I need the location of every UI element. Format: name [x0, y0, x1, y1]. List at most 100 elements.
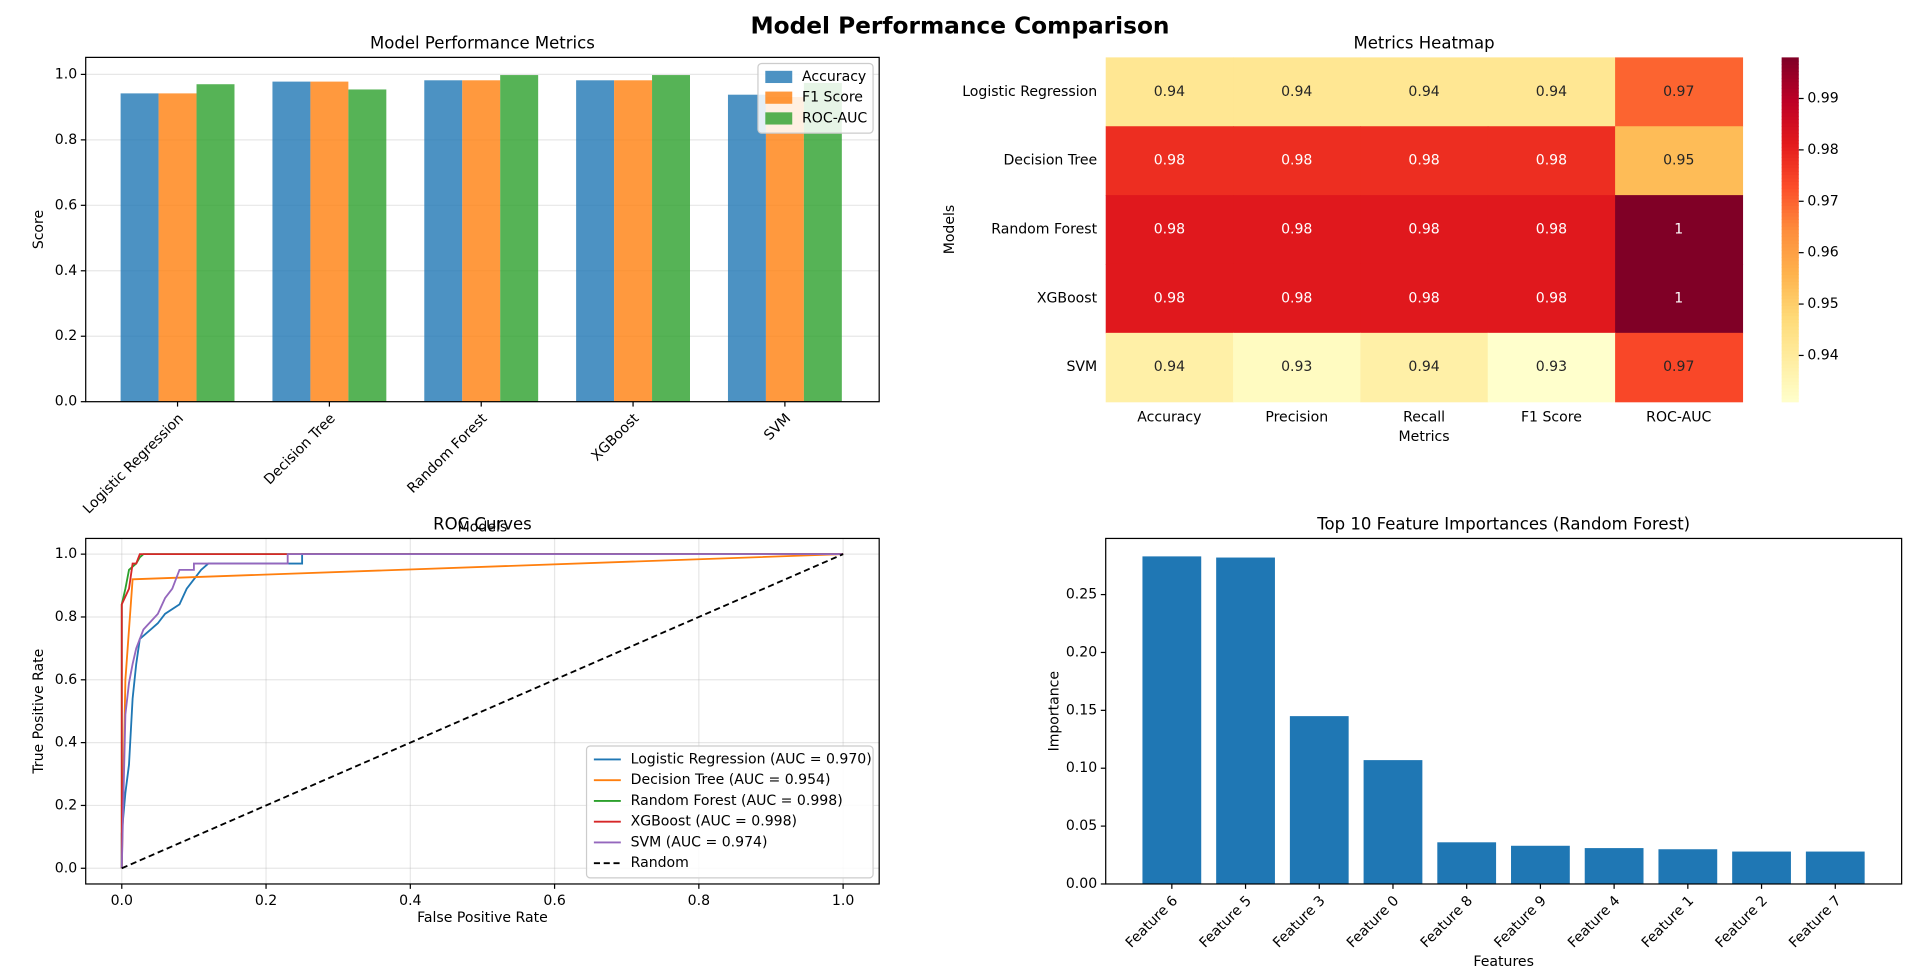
colorbar-segment [1781, 350, 1799, 355]
y-tick-label: 0.4 [55, 735, 77, 751]
heatmap-cell [1105, 57, 1234, 127]
colorbar-segment [1781, 260, 1799, 265]
bar [500, 75, 539, 402]
bar [196, 84, 235, 402]
x-tick-label: Feature 2 [1712, 893, 1770, 951]
colorbar-segment [1781, 356, 1799, 361]
colorbar-segment [1781, 298, 1799, 303]
legend-label: Logistic Regression (AUC = 0.970) [631, 751, 872, 767]
bar [462, 80, 501, 402]
colorbar-segment [1781, 98, 1799, 103]
legend-swatch [765, 91, 793, 104]
heatmap-cell [1487, 263, 1616, 334]
colorbar-segment [1781, 208, 1799, 213]
colorbar-segment [1781, 181, 1799, 186]
bar [652, 75, 690, 402]
heatmap-cell [1360, 263, 1489, 334]
cell-label: 0.94 [1154, 359, 1185, 375]
y-tick-label: Decision Tree [1003, 153, 1097, 169]
heatmap-cell [1105, 126, 1234, 196]
bar [1142, 556, 1202, 884]
y-axis-label: Score [31, 210, 47, 249]
colorbar-segment [1781, 95, 1799, 100]
colorbar-segment [1781, 322, 1799, 327]
cell-label: 0.93 [1536, 359, 1567, 375]
cell-label: 0.98 [1408, 153, 1439, 169]
colorbar-segment [1781, 119, 1799, 124]
colorbar-segment [1781, 229, 1799, 234]
colorbar-segment [1781, 360, 1799, 365]
y-tick-label: 0.2 [55, 797, 77, 813]
colorbar-segment [1781, 398, 1799, 403]
y-tick-label: 0.8 [55, 132, 77, 148]
x-tick-label: Feature 9 [1491, 893, 1549, 951]
colorbar-segment [1781, 91, 1799, 96]
heatmap-cell [1360, 57, 1489, 127]
colorbar-segment [1781, 115, 1799, 120]
cell-label: 0.98 [1536, 290, 1567, 306]
colorbar-segment [1781, 226, 1799, 231]
colorbar-segment [1781, 353, 1799, 358]
colorbar-segment [1781, 122, 1799, 127]
colorbar-segment [1781, 102, 1799, 107]
colorbar-segment [1781, 257, 1799, 262]
colorbar-segment [1781, 284, 1799, 289]
heatmap-cell [1360, 332, 1489, 403]
y-tick-label: 0.4 [55, 263, 77, 279]
colorbar-segment [1781, 136, 1799, 141]
cell-label: 0.97 [1663, 359, 1694, 375]
y-tick-label: 1.0 [55, 546, 77, 562]
x-axis-label: Metrics [1399, 429, 1450, 445]
colorbar-segment [1781, 236, 1799, 241]
y-tick-label: 0.8 [55, 609, 77, 625]
x-tick-label: 0.2 [255, 893, 277, 909]
x-axis-label: Features [1473, 954, 1533, 967]
cell-label: 0.94 [1408, 84, 1439, 100]
y-axis-label: True Positive Rate [31, 649, 47, 775]
colorbar-segment [1781, 308, 1799, 313]
y-tick-label: 0.10 [1066, 760, 1097, 776]
colorbar-segment [1781, 174, 1799, 179]
cell-label: 0.98 [1154, 222, 1185, 238]
heatmap-cell [1233, 195, 1362, 265]
y-tick-label: 1.0 [55, 66, 77, 82]
bar [576, 80, 615, 402]
legend-label: Random Forest (AUC = 0.998) [631, 793, 843, 809]
colorbar-segment [1781, 246, 1799, 251]
bar [1289, 716, 1349, 884]
legend-label: Accuracy [802, 69, 866, 85]
colorbar-segment [1781, 250, 1799, 255]
colorbar-segment [1781, 267, 1799, 272]
colorbar-tick-label: 0.97 [1807, 193, 1838, 209]
colorbar-segment [1781, 67, 1799, 72]
y-tick-label: 0.6 [55, 672, 77, 688]
colorbar-segment [1781, 384, 1799, 389]
colorbar-segment [1781, 270, 1799, 275]
y-tick-label: XGBoost [1037, 290, 1098, 306]
bar [424, 80, 463, 402]
bar [1658, 849, 1718, 884]
heatmap-cell [1487, 195, 1616, 265]
colorbar-segment [1781, 74, 1799, 79]
colorbar-segment [1781, 315, 1799, 320]
y-axis-label: Importance [1046, 671, 1062, 751]
colorbar-segment [1781, 243, 1799, 248]
colorbar-segment [1781, 239, 1799, 244]
y-tick-label: Logistic Regression [962, 84, 1097, 100]
bar [348, 89, 387, 402]
cell-label: 0.94 [1281, 84, 1312, 100]
chart-title: Metrics Heatmap [1354, 33, 1495, 52]
colorbar-segment [1781, 88, 1799, 93]
heatmap-cell [1233, 332, 1362, 403]
x-tick-label: F1 Score [1521, 410, 1582, 426]
colorbar-segment [1781, 177, 1799, 182]
bar [1363, 760, 1423, 884]
colorbar-segment [1781, 212, 1799, 217]
bar [1732, 851, 1791, 884]
bar [1437, 842, 1497, 884]
bar [272, 81, 311, 402]
colorbar-segment [1781, 377, 1799, 382]
x-tick-label: Recall [1403, 410, 1445, 426]
legend-label: SVM (AUC = 0.974) [631, 834, 768, 850]
heatmap-cell [1233, 126, 1362, 196]
